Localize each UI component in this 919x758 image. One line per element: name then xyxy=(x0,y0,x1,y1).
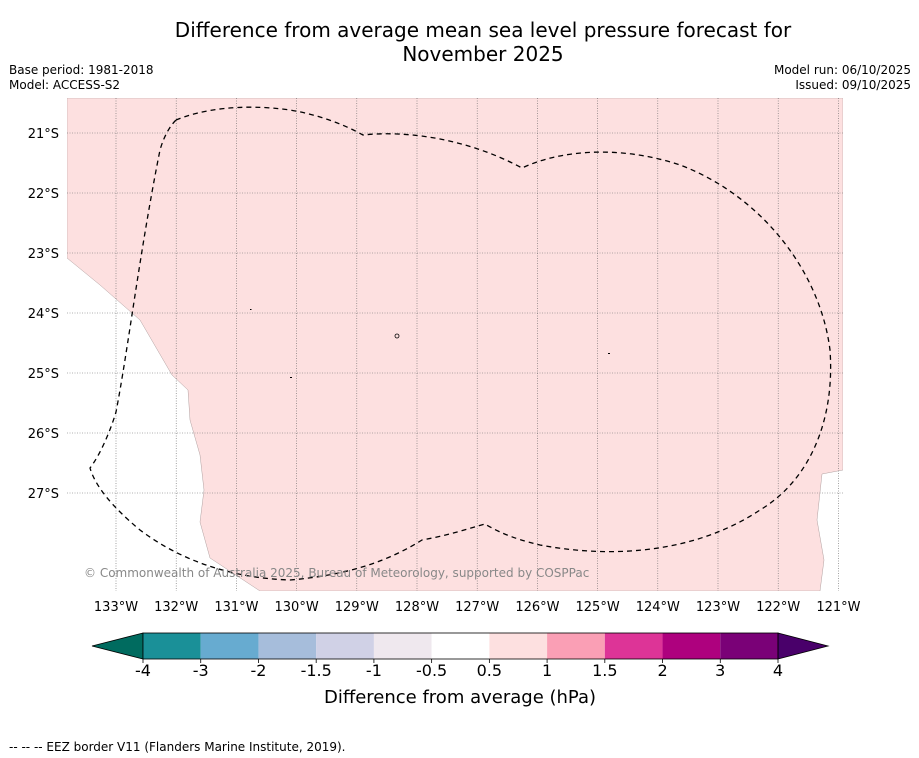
colorbar-tick-label: 4 xyxy=(773,661,783,680)
lat-label: 21°S xyxy=(28,127,59,142)
model-run: Model run: 06/10/2025 xyxy=(773,63,911,77)
colorbar-label: Difference from average (hPa) xyxy=(324,687,596,708)
title-line-2: November 2025 xyxy=(402,42,564,66)
lat-label: 22°S xyxy=(28,187,59,202)
lat-label: 23°S xyxy=(28,247,59,262)
colorbar-segment xyxy=(431,633,490,659)
footnote: -- -- -- EEZ border V11 (Flanders Marine… xyxy=(9,740,346,754)
colorbar-segment xyxy=(720,633,778,659)
lon-label: 122°W xyxy=(756,600,800,615)
colorbar-tick-label: 3 xyxy=(715,661,725,680)
lat-label: 24°S xyxy=(28,307,59,322)
latitude-labels: 21°S 22°S 23°S 24°S 25°S 26°S 27°S xyxy=(28,127,59,502)
colorbar-extend-low xyxy=(91,632,144,660)
lon-label: 125°W xyxy=(576,600,620,615)
colorbar-segment xyxy=(258,633,317,659)
lon-label: 124°W xyxy=(636,600,680,615)
lon-label: 126°W xyxy=(515,600,559,615)
lon-label: 121°W xyxy=(816,600,860,615)
colorbar-tick-label: -4 xyxy=(135,661,151,680)
colorbar-tick-label: -1.5 xyxy=(301,661,332,680)
model-name: Model: ACCESS-S2 xyxy=(9,78,121,92)
lon-label: 131°W xyxy=(214,600,258,615)
colorbar-tick-label: -2 xyxy=(250,661,266,680)
colorbar-segment xyxy=(547,633,605,659)
colorbar-frame xyxy=(142,632,779,660)
lon-label: 133°W xyxy=(94,600,138,615)
island-marker xyxy=(290,377,292,378)
island-marker xyxy=(608,353,610,354)
issued-date: Issued: 09/10/2025 xyxy=(795,78,911,92)
island-marker xyxy=(394,333,400,339)
colorbar-segment xyxy=(200,633,259,659)
colorbar-segment xyxy=(662,633,721,659)
lat-label: 25°S xyxy=(28,367,59,382)
lat-label: 27°S xyxy=(28,487,59,502)
colorbar-extend-high xyxy=(777,632,830,660)
colorbar: -4 -3 -2 -1.5 -1 -0.5 0.5 1 1.5 2 3 4 xyxy=(91,632,830,680)
colorbar-tick-label: -3 xyxy=(193,661,209,680)
longitude-labels: 133°W 132°W 131°W 130°W 129°W 128°W 127°W 126°W… xyxy=(94,600,861,615)
colorbar-tick-label: 2 xyxy=(657,661,667,680)
colorbar-tick-label: 0.5 xyxy=(477,661,502,680)
meta-right: Model run: 06/10/2025 Issued: 09/10/2025 xyxy=(774,63,911,93)
lat-label: 26°S xyxy=(28,427,59,442)
lon-label: 132°W xyxy=(154,600,198,615)
lon-label: 123°W xyxy=(696,600,740,615)
colorbar-segment xyxy=(143,633,201,659)
colorbar-segment xyxy=(604,633,663,659)
title-line-1: Difference from average mean sea level p… xyxy=(174,18,792,42)
lon-label: 127°W xyxy=(455,600,499,615)
meta-left: Base period: 1981-2018 Model: ACCESS-S2 xyxy=(9,63,154,93)
lon-label: 130°W xyxy=(275,600,319,615)
colorbar-tick-label: 1.5 xyxy=(592,661,617,680)
map-area: © Commonwealth of Australia 2025, Bureau… xyxy=(67,98,843,591)
colorbar-segment xyxy=(316,633,374,659)
chart-title: Difference from average mean sea level p… xyxy=(0,18,919,66)
lon-label: 129°W xyxy=(335,600,379,615)
colorbar-tick-label: -0.5 xyxy=(416,661,447,680)
copyright-text: © Commonwealth of Australia 2025, Bureau… xyxy=(84,566,589,580)
colorbar-segment xyxy=(489,633,548,659)
lon-label: 128°W xyxy=(395,600,439,615)
island-marker xyxy=(250,309,252,310)
base-period: Base period: 1981-2018 xyxy=(9,63,154,77)
gridlines xyxy=(67,98,843,591)
pressure-anomaly-fill xyxy=(67,98,843,591)
colorbar-segment xyxy=(373,633,432,659)
colorbar-tick-label: 1 xyxy=(542,661,552,680)
colorbar-tick-label: -1 xyxy=(366,661,382,680)
